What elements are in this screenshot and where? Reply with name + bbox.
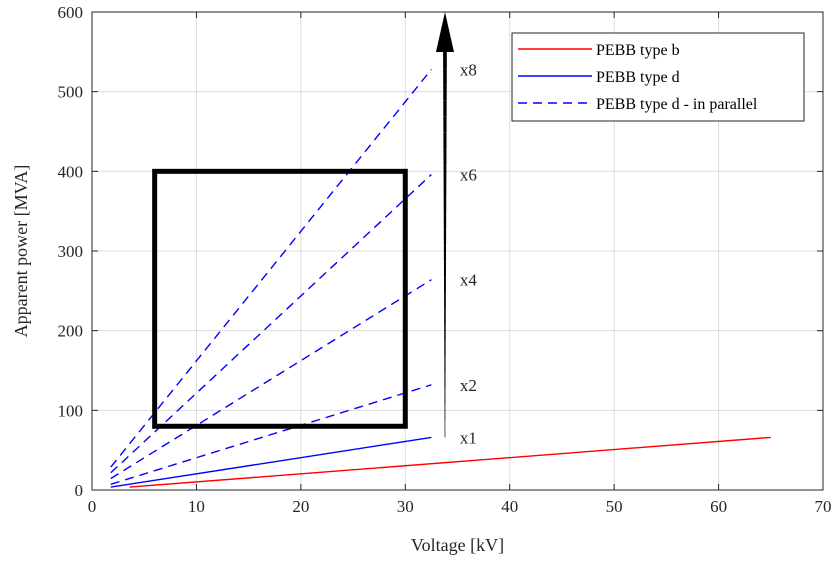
- multiplier-label: x6: [460, 166, 477, 185]
- series-line-5: [110, 173, 432, 474]
- legend-box: [511, 32, 805, 122]
- series-line-1: [129, 436, 771, 488]
- axis-ticks: 0 10 20 30 40 50 60 70 0 100 200 300 400 500 600: [58, 3, 832, 516]
- y-axis-label: Apparent power [MVA]: [11, 165, 31, 338]
- multiplier-annotations: x1 x2 x4 x6 x8: [460, 60, 478, 447]
- legend-entry-label: PEBB type d: [596, 69, 680, 86]
- y-tick-label: 200: [58, 322, 84, 341]
- y-tick-label: 0: [75, 481, 84, 500]
- x-tick-label: 60: [710, 497, 727, 516]
- series-line-4: [110, 279, 432, 480]
- x-tick-label: 20: [292, 497, 309, 516]
- legend: PEBB type b PEBB type d PEBB type d - in p…: [511, 32, 805, 122]
- x-tick-label: 0: [88, 497, 97, 516]
- x-tick-label: 30: [397, 497, 414, 516]
- x-tick-label: 40: [501, 497, 518, 516]
- multiplier-label: x1: [460, 428, 477, 447]
- y-tick-label: 300: [58, 242, 84, 261]
- y-tick-label: 600: [58, 3, 84, 22]
- overlay-shapes: [152, 12, 454, 438]
- multiplier-label: x4: [460, 271, 478, 290]
- legend-entry-label: PEBB type b: [596, 42, 680, 59]
- y-tick-label: 100: [58, 401, 84, 420]
- x-tick-label: 50: [606, 497, 623, 516]
- multiplier-label: x2: [460, 376, 477, 395]
- series-line-3: [110, 384, 432, 485]
- series-line-2: [110, 436, 432, 488]
- target-range-rectangle: [152, 168, 408, 429]
- x-axis-label: Voltage [kV]: [411, 535, 504, 555]
- arrow-head: [435, 12, 454, 52]
- series-line-6: [110, 68, 432, 468]
- y-tick-label: 400: [58, 162, 84, 181]
- series-lines: [110, 68, 771, 488]
- x-tick-label: 10: [188, 497, 205, 516]
- y-tick-label: 500: [58, 83, 84, 102]
- legend-entry-label: PEBB type d - in parallel: [596, 96, 758, 113]
- multiplier-label: x8: [460, 60, 477, 79]
- x-tick-label: 70: [815, 497, 832, 516]
